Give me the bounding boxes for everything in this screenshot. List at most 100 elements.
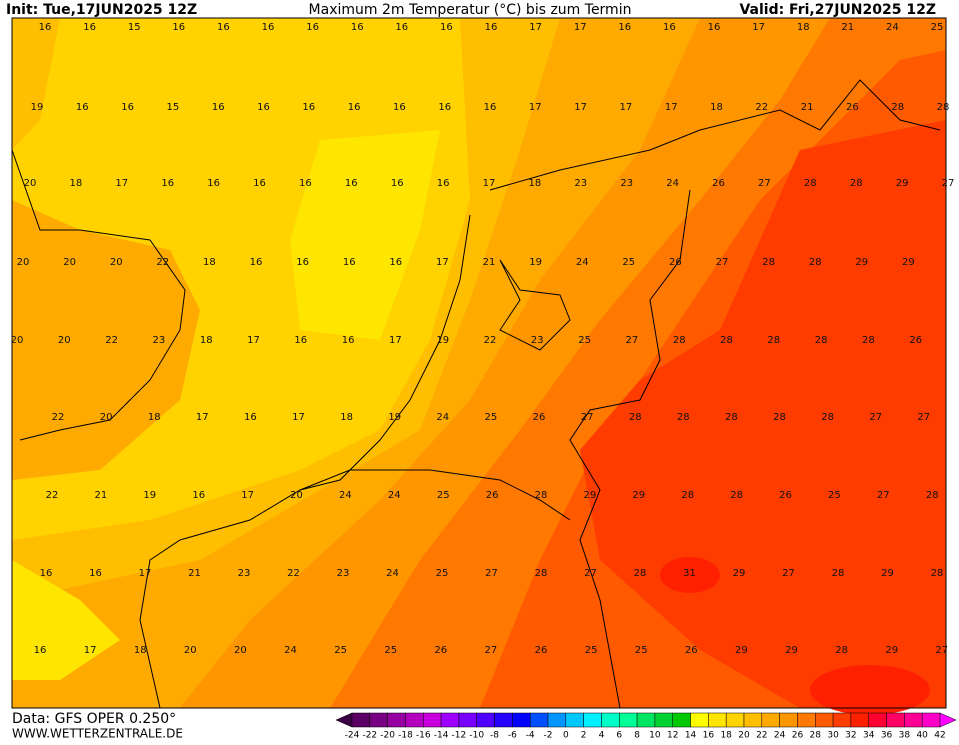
temperature-label: 22 [46, 490, 59, 501]
colorbar-tick-label: 16 [703, 731, 715, 741]
temperature-label: 25 [931, 22, 944, 33]
temperature-label: 27 [716, 257, 729, 268]
temperature-label: 27 [942, 178, 955, 189]
colorbar-bin [458, 712, 477, 728]
colorbar-bin [797, 712, 816, 728]
temperature-label: 23 [238, 568, 251, 579]
temperature-label: 17 [247, 335, 260, 346]
colorbar-bin [636, 712, 656, 728]
temperature-label: 20 [184, 645, 197, 656]
temperature-label: 27 [626, 335, 639, 346]
temp-fill [12, 560, 120, 680]
temperature-label: 16 [34, 645, 47, 656]
temperature-label: 16 [484, 102, 497, 113]
colorbar-bin [512, 712, 531, 728]
temperature-label: 26 [669, 257, 682, 268]
temperature-label: 17 [139, 568, 152, 579]
map-title: Maximum 2m Temperatur (°C) bis zum Termi… [309, 2, 632, 18]
temp-fill [12, 18, 60, 150]
temperature-label: 24 [388, 490, 401, 501]
temperature-label: 29 [632, 490, 645, 501]
temperature-label: 27 [581, 412, 594, 423]
temperature-label: 16 [192, 490, 205, 501]
temperature-label: 16 [253, 178, 266, 189]
temperature-label: 26 [535, 645, 548, 656]
temperature-label: 26 [685, 645, 698, 656]
temperature-label: 28 [730, 490, 743, 501]
map-frame [11, 17, 947, 709]
colorbar-bin [761, 712, 780, 728]
temperature-label: 23 [153, 335, 166, 346]
temperature-label: 21 [483, 257, 496, 268]
temperature-label: 17 [436, 257, 449, 268]
temperature-label: 16 [391, 178, 404, 189]
colorbar-bin [690, 712, 709, 728]
temperature-label: 25 [828, 490, 841, 501]
temperature-label: 24 [386, 568, 399, 579]
temperature-label: 26 [434, 645, 447, 656]
temperature-label: 19 [31, 102, 44, 113]
temperature-label: 28 [815, 335, 828, 346]
temperature-label: 27 [485, 568, 498, 579]
temperature-label: 22 [52, 412, 65, 423]
temperature-label: 16 [76, 102, 89, 113]
colorbar-bin [387, 712, 406, 728]
colorbar-tick-label: -6 [508, 731, 517, 741]
temperature-label: 28 [862, 335, 875, 346]
colorbar-tick-label: -20 [380, 731, 395, 741]
colorbar-bin [654, 712, 673, 728]
temperature-label: 29 [733, 568, 746, 579]
temperature-label: 24 [576, 257, 589, 268]
temperature-label: 16 [438, 102, 451, 113]
colorbar-tick-label: 0 [563, 731, 569, 741]
temperature-label: 16 [708, 22, 721, 33]
temperature-label: 27 [917, 412, 930, 423]
colorbar: -24 -22 -20 -18 -16 -14 -12 -10 -8 -6 -4 -2 0 2 4 6 8 10 1… [335, 712, 957, 741]
colorbar-tick-label: 26 [792, 731, 804, 741]
temperature-label: 18 [340, 412, 353, 423]
coastline [11, 149, 186, 441]
temperature-label: 22 [105, 335, 118, 346]
temperature-label: 16 [440, 22, 453, 33]
temperature-label: 28 [535, 568, 548, 579]
temperature-label: 23 [574, 178, 587, 189]
temperature-label: 28 [804, 178, 817, 189]
temperature-label: 26 [779, 490, 792, 501]
temperature-label: 18 [529, 178, 542, 189]
temperature-label: 24 [436, 412, 449, 423]
colorbar-tick-label: 2 [581, 731, 587, 741]
temperature-label: 18 [134, 645, 147, 656]
temperature-label: 16 [39, 22, 52, 33]
temperature-label: 24 [284, 645, 297, 656]
colorbar-bin [351, 712, 371, 728]
colorbar-tick-label: -22 [362, 731, 377, 741]
temperature-label: 16 [485, 22, 498, 33]
temperature-label: 24 [886, 22, 899, 33]
temperature-label: 16 [294, 335, 307, 346]
border [299, 469, 571, 521]
colorbar-tick-label: 12 [667, 731, 678, 741]
temperature-label: 29 [896, 178, 909, 189]
temperature-label: 17 [389, 335, 402, 346]
colorbar-bin [494, 712, 513, 728]
colorbar-tick-label: -14 [434, 731, 449, 741]
temperature-label: 16 [348, 102, 361, 113]
temperature-label: 20 [234, 645, 247, 656]
temperature-label: 28 [832, 568, 845, 579]
temperature-label: 26 [846, 102, 859, 113]
site-name: WWW.WETTERZENTRALE.DE [12, 727, 183, 741]
temperature-label: 28 [634, 568, 647, 579]
temp-fill [810, 665, 930, 715]
temperature-label: 29 [735, 645, 748, 656]
temperature-label: 18 [797, 22, 810, 33]
temperature-label: 24 [666, 178, 679, 189]
temperature-label: 28 [773, 412, 786, 423]
colorbar-bin [904, 712, 923, 728]
colorbar-tick-label: 32 [845, 731, 856, 741]
border [569, 189, 691, 709]
colorbar-tick-label: 20 [738, 731, 750, 741]
temperature-label: 21 [841, 22, 854, 33]
temp-fill [12, 200, 200, 480]
temperature-label: 16 [302, 102, 315, 113]
colorbar-arrow [939, 712, 957, 728]
